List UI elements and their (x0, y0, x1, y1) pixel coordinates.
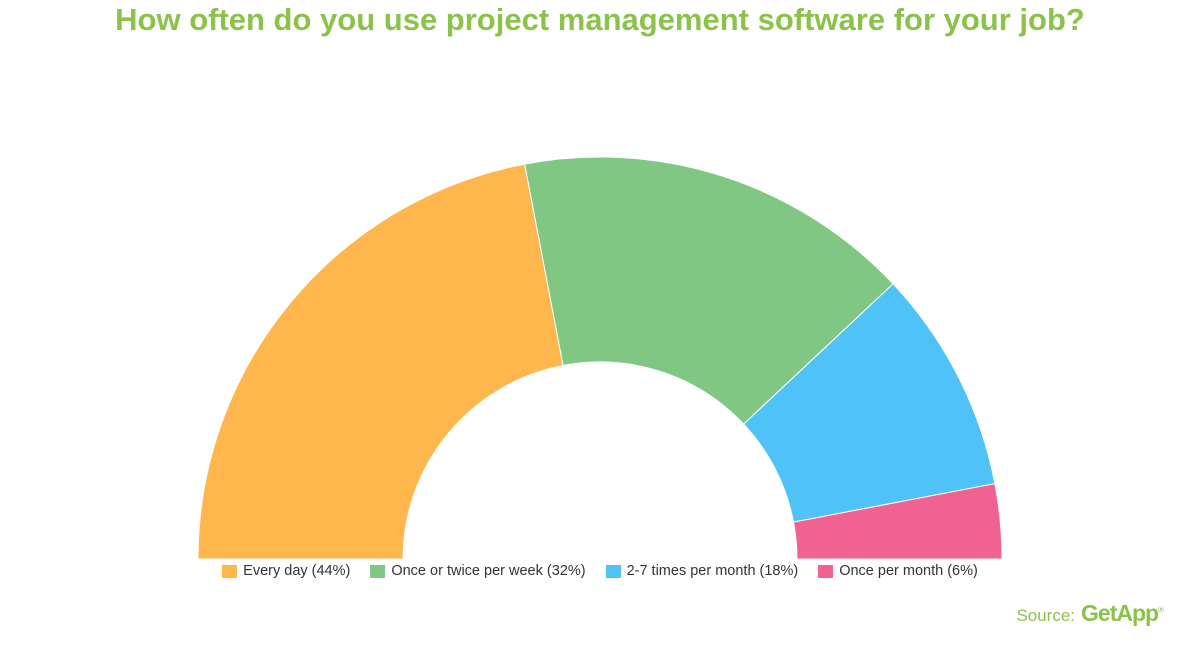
slice-weekly[interactable] (524, 156, 894, 425)
slice-every-day[interactable] (197, 163, 564, 560)
legend-item-weekly[interactable]: Once or twice per week (32%) (370, 563, 586, 579)
legend-label: Once or twice per week (32%) (391, 563, 586, 579)
source-credit: Source: GetApp® (1016, 600, 1164, 627)
legend-swatch (818, 564, 834, 578)
legend-item-monthly-once[interactable]: Once per month (6%) (818, 563, 978, 579)
legend-swatch (605, 564, 621, 578)
chart-title: How often do you use project management … (115, 2, 1085, 37)
source-label: Source: (1016, 606, 1076, 625)
chart-legend: Every day (44%) Once or twice per week (… (0, 563, 1200, 579)
registered-mark: ® (1158, 605, 1164, 615)
getapp-logo-text: GetApp (1081, 600, 1159, 626)
legend-swatch (222, 564, 238, 578)
getapp-logo: GetApp® (1081, 600, 1164, 627)
slice-monthly-once[interactable] (792, 483, 1003, 560)
legend-item-every-day[interactable]: Every day (44%) (222, 563, 350, 579)
legend-label: Every day (44%) (243, 563, 351, 579)
legend-swatch (370, 564, 386, 578)
legend-label: 2-7 times per month (18%) (626, 563, 799, 579)
legend-item-monthly-2-7[interactable]: 2-7 times per month (18%) (605, 563, 799, 579)
legend-label: Once per month (6%) (839, 563, 978, 579)
